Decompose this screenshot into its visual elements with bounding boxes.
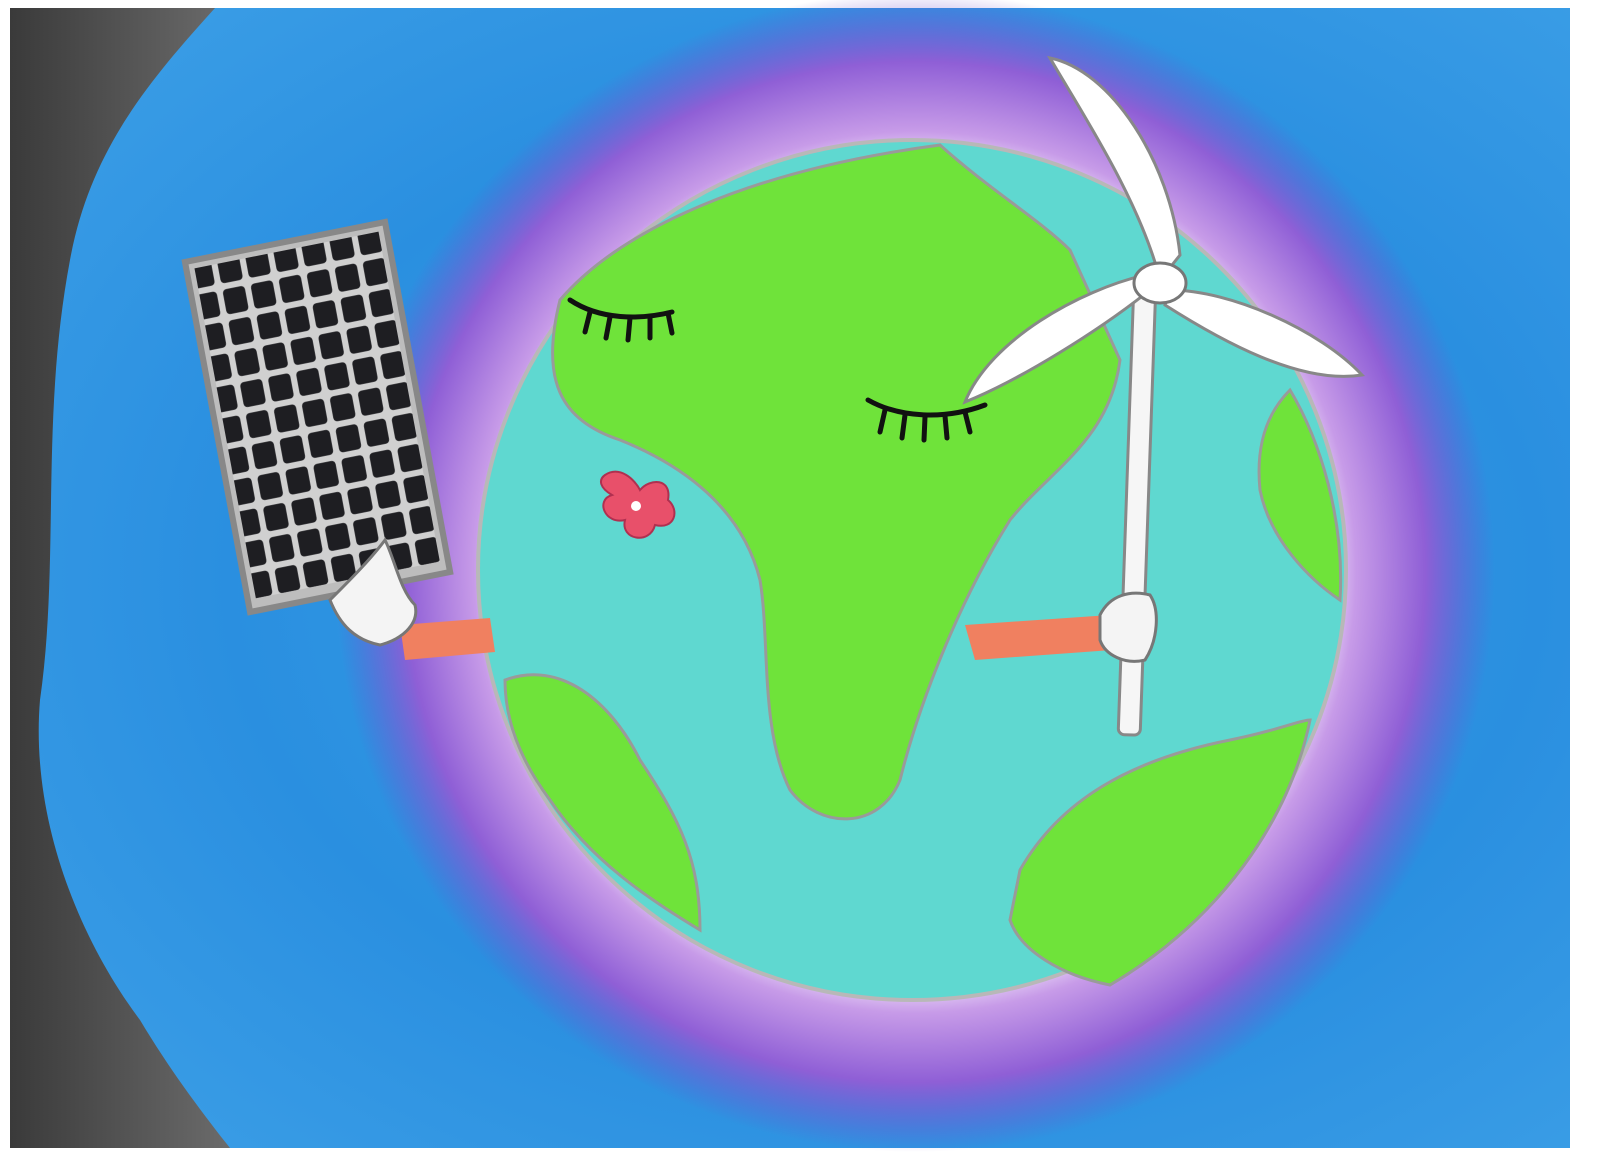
hand-right	[1098, 591, 1158, 663]
flower-center	[631, 501, 641, 511]
turbine-hub	[1132, 261, 1188, 305]
solar-panel	[181, 218, 454, 616]
turbine-blade	[1047, 55, 1182, 284]
eye-lid	[567, 297, 675, 320]
turbine-blade	[962, 273, 1152, 405]
continent-southwest	[503, 673, 702, 933]
continent-southeast	[1008, 718, 1312, 987]
arm-right	[965, 615, 1112, 660]
eye-lid	[865, 397, 988, 418]
turbine-blade	[1163, 288, 1366, 378]
flower	[599, 470, 676, 539]
panel-cells	[194, 231, 440, 599]
continent-east	[1257, 387, 1343, 603]
continent-main	[551, 143, 1122, 821]
lashes	[877, 407, 973, 443]
dark-corner	[10, 8, 230, 1148]
hand-left	[328, 537, 418, 647]
arm-left	[400, 618, 495, 660]
lashes	[582, 309, 675, 343]
eye-left	[567, 297, 675, 343]
eye-right	[865, 397, 988, 443]
